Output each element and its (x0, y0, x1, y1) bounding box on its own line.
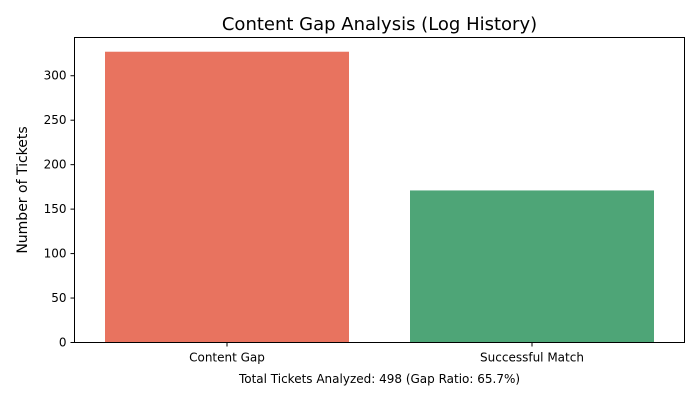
x-axis-label: Total Tickets Analyzed: 498 (Gap Ratio: … (238, 372, 520, 386)
chart-title: Content Gap Analysis (Log History) (222, 14, 537, 35)
y-axis-label: Number of Tickets (15, 126, 31, 253)
y-tick-label: 50 (51, 291, 66, 305)
x-tick-label: Content Gap (189, 351, 265, 365)
bars-layer (105, 51, 654, 343)
y-tick-label: 200 (44, 158, 67, 172)
x-axis-ticks: Content Gap Successful Match (189, 342, 584, 365)
y-tick-label: 300 (44, 69, 67, 83)
y-tick-label: 0 (59, 336, 67, 350)
plot-frame (74, 37, 685, 343)
plot-area: 0 50 100 150 200 250 300 Content Gap Successful… (44, 37, 685, 365)
y-axis-ticks: 0 50 100 150 200 250 300 (44, 69, 75, 350)
bar-content-gap (105, 51, 349, 343)
y-tick-label: 250 (44, 113, 67, 127)
y-tick-label: 150 (44, 202, 67, 216)
y-tick-label: 100 (44, 247, 67, 261)
x-tick-label: Successful Match (480, 351, 584, 365)
bar-successful-match (410, 190, 654, 343)
